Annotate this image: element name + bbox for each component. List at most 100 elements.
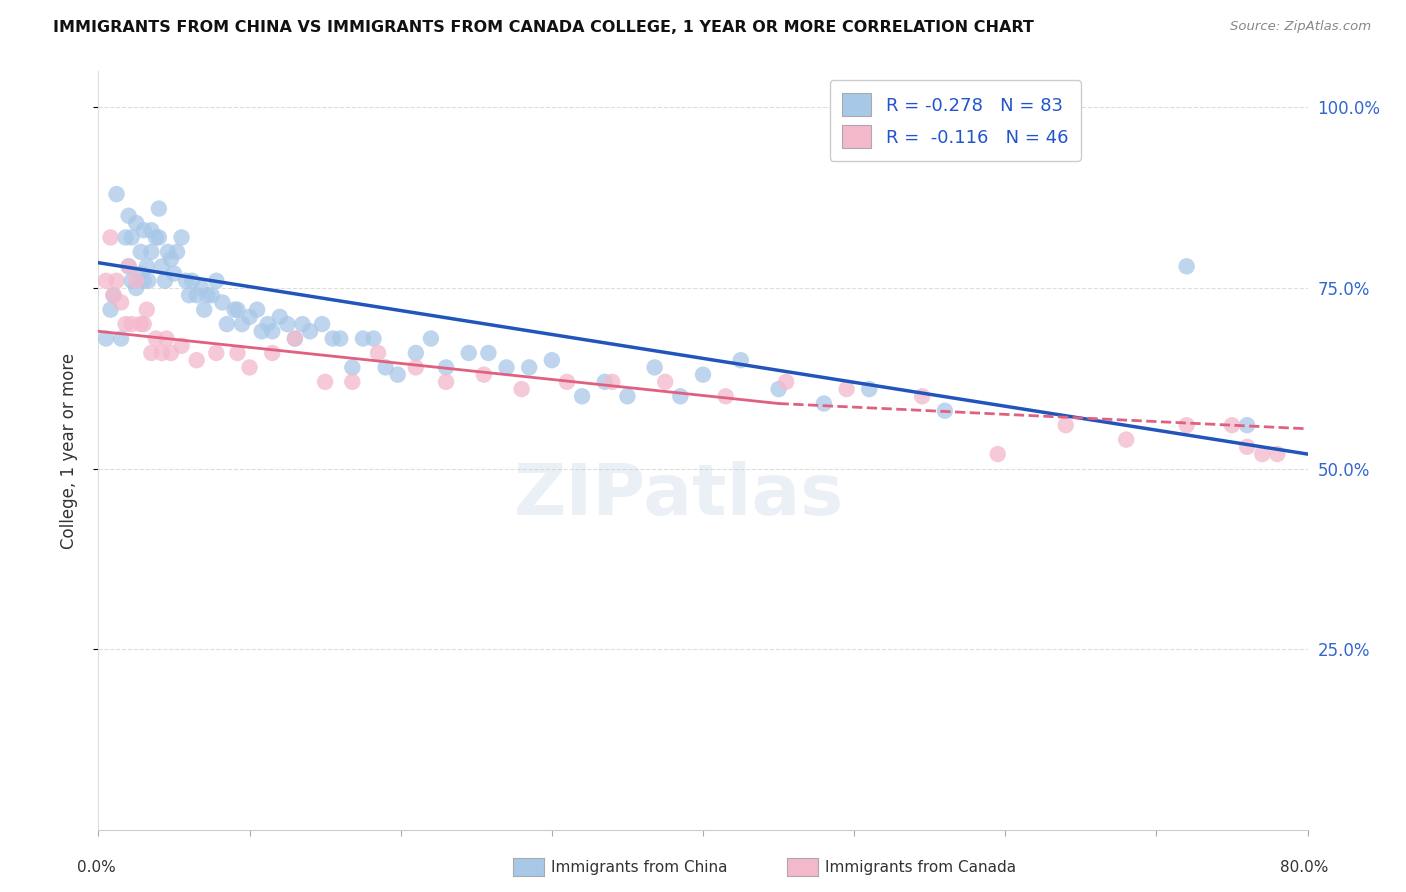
Point — [291, 317, 314, 331]
Point — [186, 288, 208, 302]
Point — [457, 346, 479, 360]
Point — [363, 332, 385, 346]
Text: 80.0%: 80.0% — [1281, 860, 1329, 874]
Point — [205, 274, 228, 288]
Point — [121, 274, 143, 288]
Point — [121, 230, 143, 244]
Point — [170, 230, 193, 244]
Point — [190, 281, 212, 295]
Point — [166, 244, 188, 259]
Text: ZIPatlas: ZIPatlas — [513, 461, 844, 531]
Point — [250, 324, 273, 338]
Point — [835, 382, 858, 396]
Point — [644, 360, 666, 375]
Point — [100, 230, 122, 244]
Point — [153, 274, 176, 288]
Point — [813, 396, 835, 410]
Point — [1236, 418, 1258, 433]
Point — [215, 317, 238, 331]
Point — [105, 274, 128, 288]
Point — [555, 375, 578, 389]
Point — [934, 403, 956, 417]
Point — [299, 324, 322, 338]
Point — [669, 389, 692, 403]
Point — [517, 360, 540, 375]
Point — [322, 332, 344, 346]
Point — [262, 324, 284, 338]
Point — [129, 267, 152, 281]
Point — [593, 375, 616, 389]
Point — [136, 274, 159, 288]
Point — [477, 346, 499, 360]
Point — [1115, 433, 1137, 447]
Point — [110, 295, 132, 310]
Point — [121, 317, 143, 331]
Point — [246, 302, 269, 317]
Point — [1175, 260, 1198, 274]
Legend: R = -0.278   N = 83, R =  -0.116   N = 46: R = -0.278 N = 83, R = -0.116 N = 46 — [830, 80, 1081, 161]
Point — [692, 368, 714, 382]
Point — [602, 375, 624, 389]
Point — [186, 353, 208, 368]
Point — [329, 332, 352, 346]
Point — [179, 288, 201, 302]
Point — [114, 230, 136, 244]
Point — [129, 244, 152, 259]
Point — [118, 260, 141, 274]
Point — [311, 317, 333, 331]
Point — [472, 368, 495, 382]
Point — [730, 353, 752, 368]
Text: IMMIGRANTS FROM CHINA VS IMMIGRANTS FROM CANADA COLLEGE, 1 YEAR OR MORE CORRELAT: IMMIGRANTS FROM CHINA VS IMMIGRANTS FROM… — [53, 20, 1035, 35]
Point — [135, 260, 157, 274]
Point — [1054, 418, 1077, 433]
Point — [125, 216, 148, 230]
Text: 0.0%: 0.0% — [77, 860, 117, 874]
Point — [195, 288, 218, 302]
Point — [135, 302, 157, 317]
Text: Source: ZipAtlas.com: Source: ZipAtlas.com — [1230, 20, 1371, 33]
Point — [94, 332, 117, 346]
Point — [1267, 447, 1289, 461]
Point — [342, 360, 364, 375]
Point — [141, 346, 163, 360]
Point — [94, 274, 117, 288]
Point — [118, 260, 141, 274]
Point — [262, 346, 284, 360]
Point — [314, 375, 336, 389]
Point — [160, 252, 183, 266]
Point — [132, 317, 155, 331]
Point — [103, 288, 125, 302]
Text: Immigrants from Canada: Immigrants from Canada — [825, 860, 1017, 874]
Point — [193, 302, 215, 317]
Point — [342, 375, 364, 389]
Point — [510, 382, 533, 396]
Point — [224, 302, 246, 317]
Point — [420, 332, 443, 346]
Point — [1251, 447, 1274, 461]
Point — [145, 332, 167, 346]
Point — [114, 317, 136, 331]
Point — [150, 346, 173, 360]
Point — [405, 360, 427, 375]
Point — [1220, 418, 1243, 433]
Point — [654, 375, 676, 389]
Point — [495, 360, 517, 375]
Point — [174, 274, 197, 288]
Point — [141, 223, 163, 237]
Point — [155, 332, 177, 346]
Point — [367, 346, 389, 360]
Point — [987, 447, 1010, 461]
Point — [201, 288, 224, 302]
Point — [170, 339, 193, 353]
Point — [226, 302, 249, 317]
Point — [1175, 418, 1198, 433]
Point — [387, 368, 409, 382]
Point — [231, 317, 253, 331]
Point — [374, 360, 396, 375]
Point — [714, 389, 737, 403]
Point — [125, 281, 148, 295]
Point — [616, 389, 638, 403]
Point — [276, 317, 298, 331]
Point — [269, 310, 291, 324]
Point — [105, 187, 128, 202]
